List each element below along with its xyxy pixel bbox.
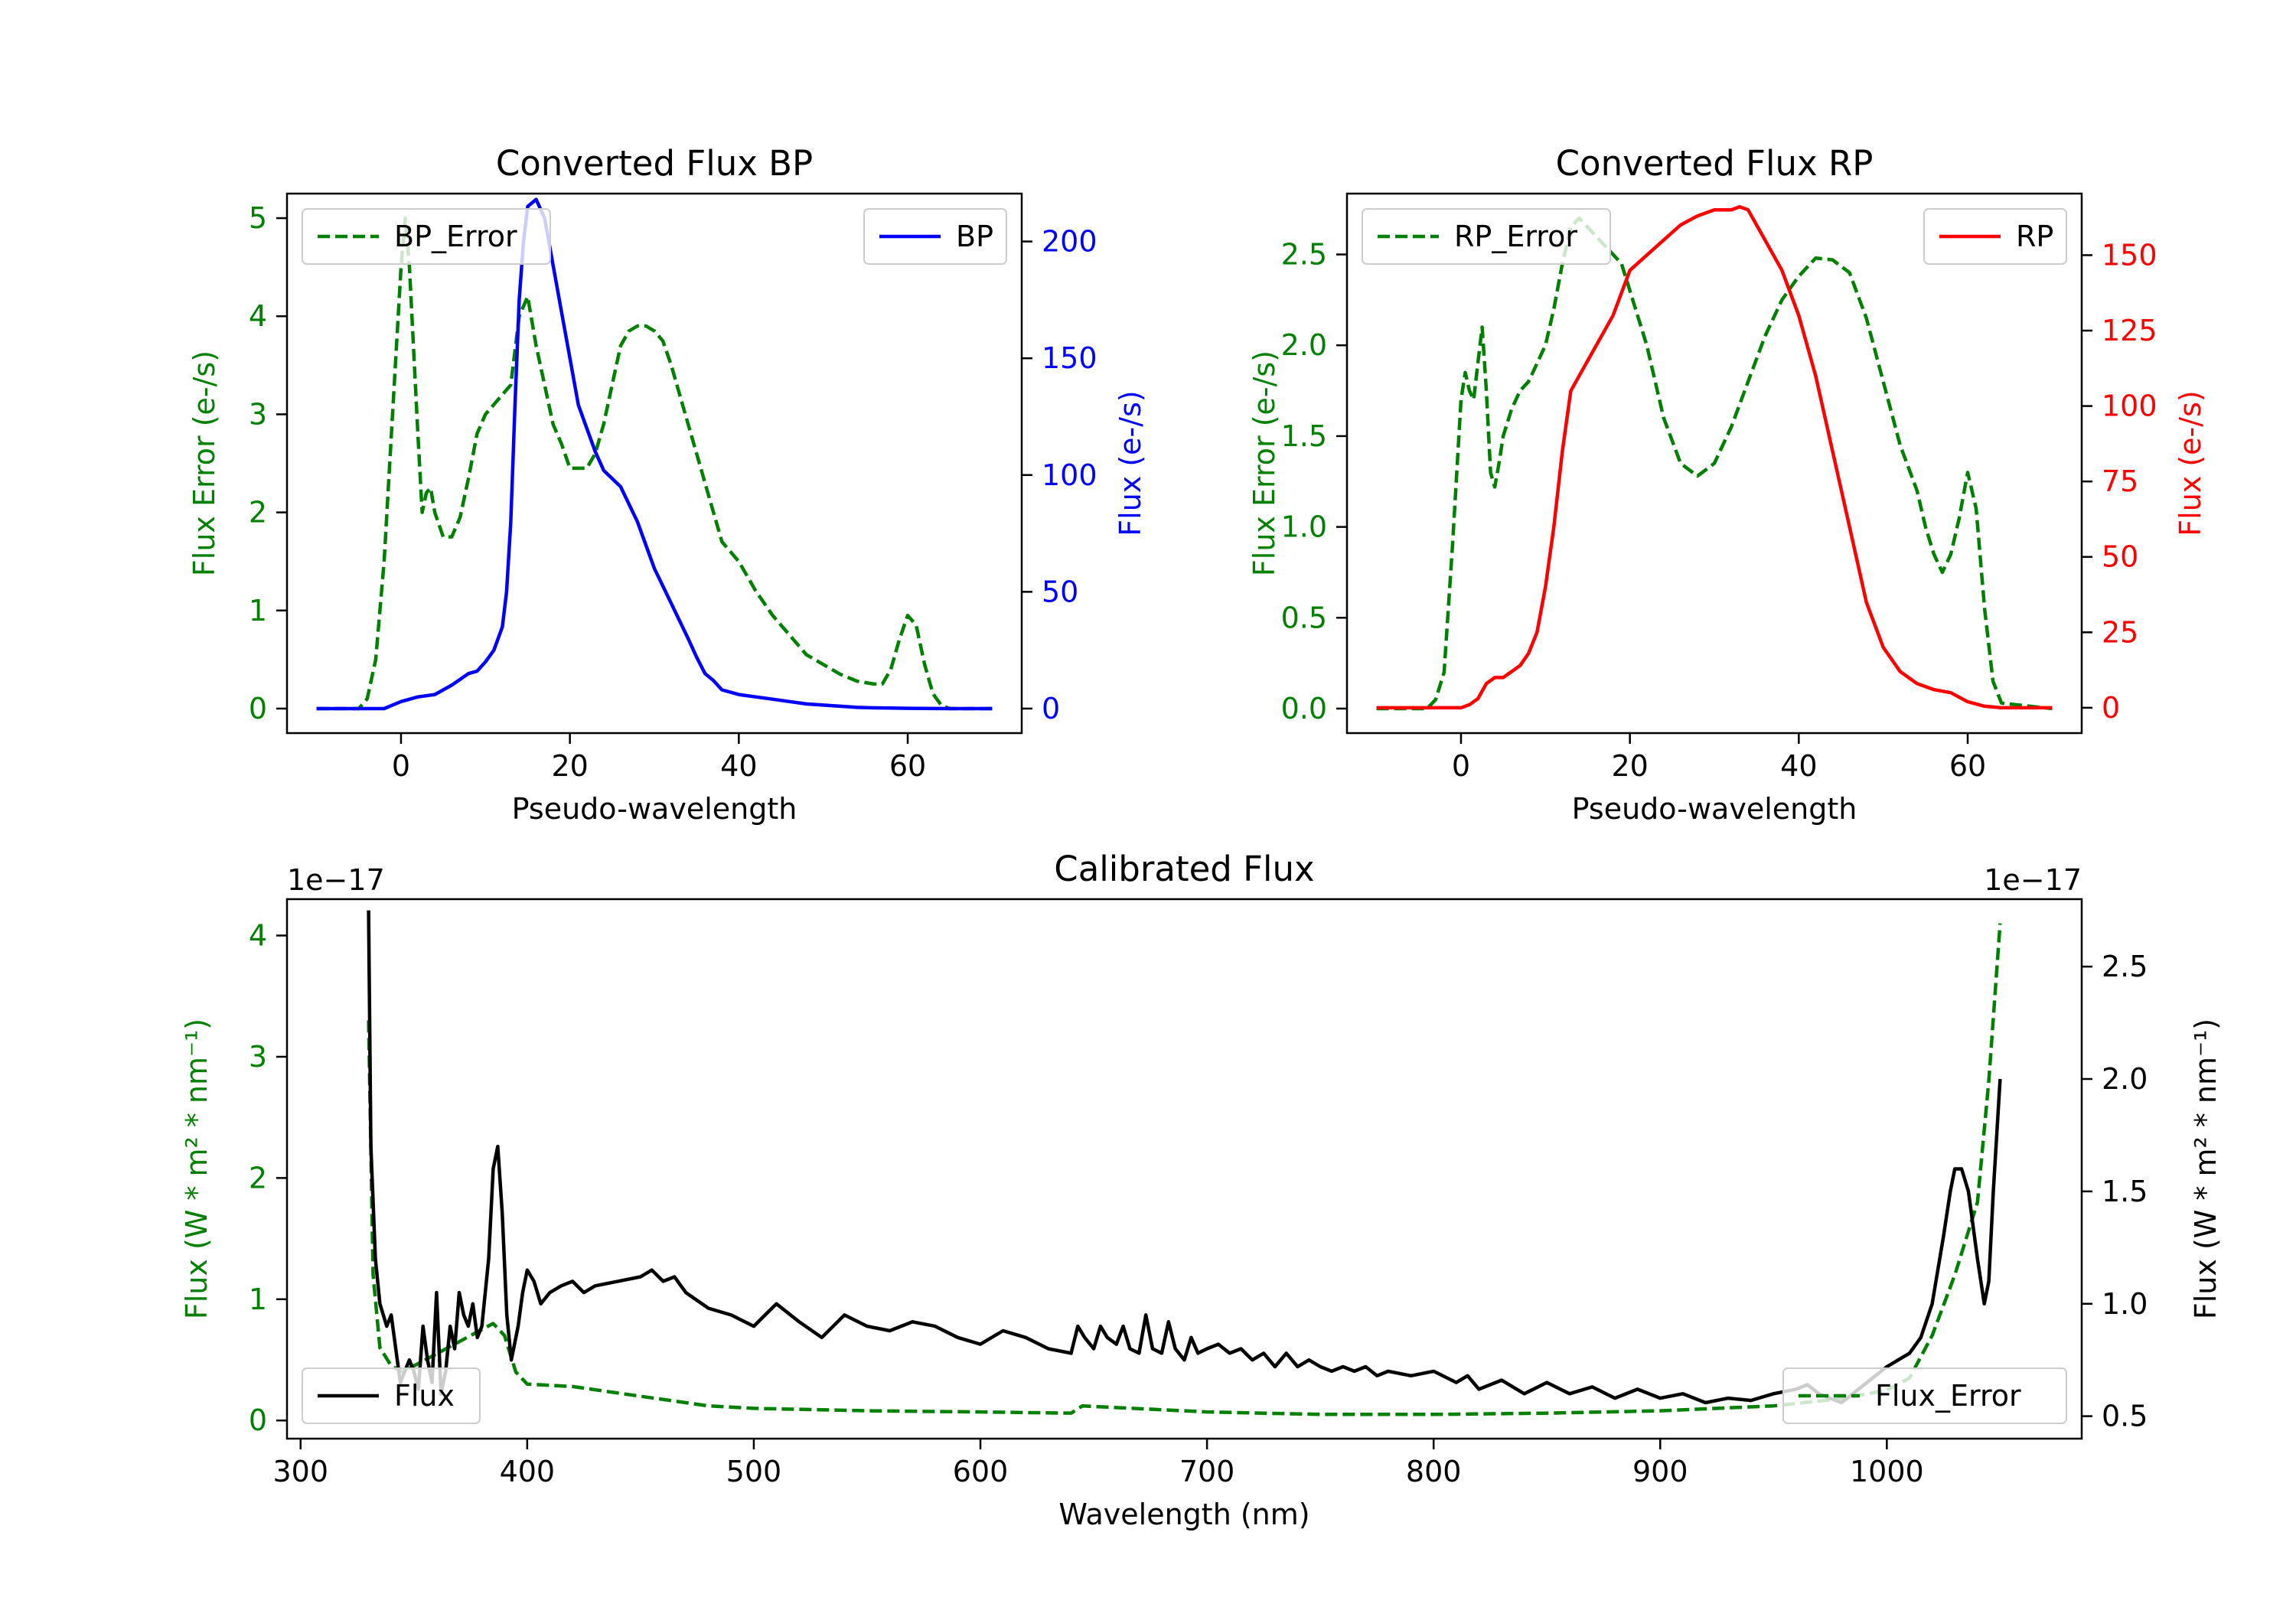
y-left-tick-label: 1.0 xyxy=(1281,510,1327,544)
y-right-axis-label: Flux (e-/s) xyxy=(1114,390,1147,536)
x-tick-label: 20 xyxy=(551,749,588,783)
legend-right: Flux_Error xyxy=(1782,1367,2067,1424)
y-left-tick-label: 0.0 xyxy=(1281,692,1327,725)
legend-label: Flux xyxy=(394,1379,455,1413)
y-left-offset-label: 1e−17 xyxy=(287,863,385,897)
legend-box xyxy=(302,1367,481,1424)
series-line-rp-error xyxy=(1376,216,2053,711)
series-line-flux xyxy=(367,910,2002,1405)
x-tick-label: 400 xyxy=(500,1455,556,1488)
chart-title: Calibrated Flux xyxy=(1054,849,1314,889)
x-tick-label: 700 xyxy=(1179,1455,1235,1488)
y-left-tick-label: 2.5 xyxy=(1281,238,1327,272)
legend-box xyxy=(1362,208,1611,265)
chart-title: Converted Flux BP xyxy=(496,143,813,184)
y-right-tick-label: 25 xyxy=(2102,615,2138,649)
x-tick-label: 40 xyxy=(720,749,757,783)
chart-title: Converted Flux RP xyxy=(1556,143,1874,184)
x-tick-label: 40 xyxy=(1780,749,1817,783)
y-right-tick-label: 200 xyxy=(1042,225,1097,259)
y-left-tick-label: 0.5 xyxy=(1281,601,1327,634)
y-right-tick-label: 2.0 xyxy=(2102,1062,2148,1096)
y-right-tick-label: 1.5 xyxy=(2102,1175,2148,1208)
legend-right: RP xyxy=(1923,208,2067,265)
y-left-tick-label: 2 xyxy=(249,1161,267,1195)
legend-label: Flux_Error xyxy=(1875,1379,2021,1413)
legend-label: BP xyxy=(956,220,993,253)
y-left-tick-label: 3 xyxy=(249,397,267,431)
legend-left: RP_Error xyxy=(1362,208,1611,265)
y-right-tick-label: 150 xyxy=(2102,238,2157,272)
x-tick-label: 0 xyxy=(1452,749,1470,783)
series-line-rp xyxy=(1376,205,2053,710)
x-tick-label: 900 xyxy=(1632,1455,1688,1488)
y-right-tick-label: 2.5 xyxy=(2102,950,2148,983)
y-right-offset-label: 1e−17 xyxy=(1984,863,2082,897)
y-left-tick-label: 0 xyxy=(249,692,267,725)
y-left-tick-label: 2.0 xyxy=(1281,328,1327,362)
y-right-tick-label: 125 xyxy=(2102,314,2157,347)
y-left-tick-label: 3 xyxy=(249,1040,267,1074)
chart-panel-3: 300 400 500 600 700 800 900 1000 0 1 2 3 4 0.5 1.0 1.5 2… xyxy=(180,849,2223,1531)
plot-frame xyxy=(1345,192,2083,735)
legend-label: BP_Error xyxy=(394,220,517,253)
y-right-tick-label: 50 xyxy=(1042,575,1078,608)
series-line-flux-error xyxy=(367,923,2002,1416)
legend-box xyxy=(1782,1367,2067,1424)
series-line-bp xyxy=(316,197,993,711)
series-line-bp-error xyxy=(316,216,993,711)
legend-left: Flux xyxy=(302,1367,481,1424)
x-tick-label: 500 xyxy=(726,1455,782,1488)
y-left-tick-label: 5 xyxy=(249,201,267,235)
plot-frame xyxy=(285,898,2083,1440)
x-tick-label: 600 xyxy=(953,1455,1009,1488)
y-right-tick-label: 50 xyxy=(2102,540,2138,574)
legend-right: BP xyxy=(863,208,1007,265)
x-tick-label: 300 xyxy=(272,1455,328,1488)
plot-frame xyxy=(285,192,1023,735)
y-right-tick-label: 0 xyxy=(2102,691,2120,725)
chart-panel-2: 0 20 40 60 0.0 0.5 1.0 1.5 2.0 2.5 0 25 50 75 100 125 15… xyxy=(1247,143,2207,826)
y-left-tick-label: 1.5 xyxy=(1281,419,1327,453)
x-axis-label: Pseudo-wavelength xyxy=(512,792,797,826)
y-left-axis-label: Flux (W * m² * nm⁻¹) xyxy=(180,1019,214,1319)
y-left-tick-label: 1 xyxy=(249,1283,267,1316)
x-tick-label: 60 xyxy=(1949,749,1986,783)
x-tick-label: 60 xyxy=(889,749,926,783)
y-right-tick-label: 150 xyxy=(1042,341,1097,375)
x-tick-label: 1000 xyxy=(1850,1455,1924,1488)
x-axis-label: Wavelength (nm) xyxy=(1058,1498,1309,1531)
x-axis-label: Pseudo-wavelength xyxy=(1572,792,1857,826)
y-right-tick-label: 0.5 xyxy=(2102,1400,2148,1433)
y-right-tick-label: 100 xyxy=(1042,458,1097,492)
x-tick-label: 20 xyxy=(1611,749,1648,783)
legend-left: BP_Error xyxy=(302,208,551,265)
y-right-tick-label: 1.0 xyxy=(2102,1287,2148,1321)
y-left-axis-label: Flux Error (e-/s) xyxy=(188,350,221,576)
y-left-tick-label: 0 xyxy=(249,1403,267,1437)
y-right-axis-label: Flux (e-/s) xyxy=(2174,390,2207,536)
x-tick-label: 800 xyxy=(1406,1455,1462,1488)
x-tick-label: 0 xyxy=(392,749,410,783)
y-left-tick-label: 2 xyxy=(249,496,267,530)
y-right-axis-label: Flux (W * m² * nm⁻¹) xyxy=(2189,1019,2223,1319)
legend-label: RP_Error xyxy=(1454,220,1577,253)
legend-label: RP xyxy=(2016,220,2053,253)
legend-box xyxy=(302,208,551,265)
y-right-tick-label: 100 xyxy=(2102,390,2157,423)
y-left-tick-label: 4 xyxy=(249,919,267,953)
y-right-tick-label: 0 xyxy=(1042,692,1060,725)
y-left-axis-label: Flux Error (e-/s) xyxy=(1247,350,1281,576)
y-right-tick-label: 75 xyxy=(2102,464,2138,498)
y-left-tick-label: 4 xyxy=(249,299,267,333)
y-left-tick-label: 1 xyxy=(249,594,267,627)
